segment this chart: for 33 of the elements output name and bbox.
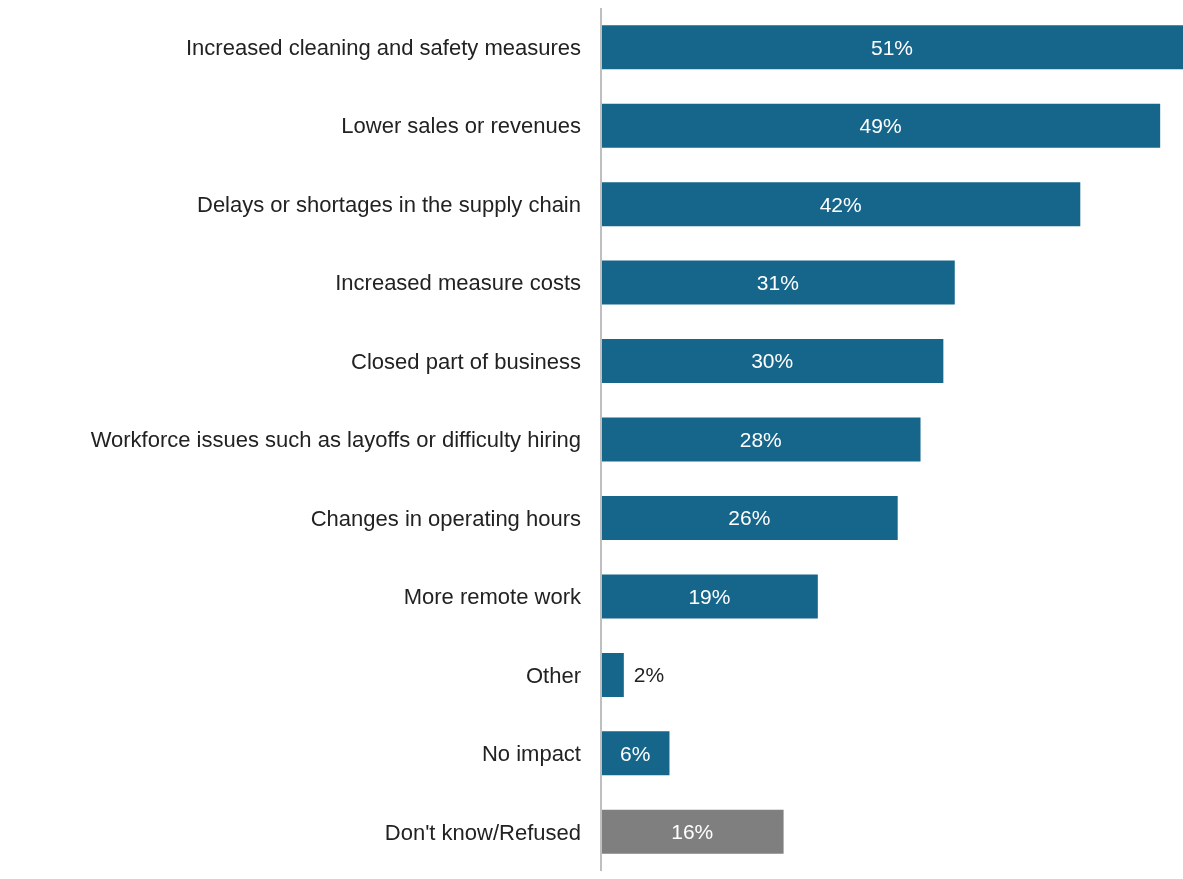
bar bbox=[601, 731, 670, 776]
bar bbox=[601, 495, 898, 540]
y-tick-label: More remote work bbox=[403, 584, 582, 610]
data-label: 2% bbox=[633, 663, 665, 687]
data-label: 26% bbox=[728, 506, 771, 530]
y-tick-label: Delays or shortages in the supply chain bbox=[197, 191, 581, 217]
data-label: 19% bbox=[688, 584, 731, 608]
data-label: 49% bbox=[859, 114, 902, 138]
y-tick-label: Other bbox=[525, 662, 581, 688]
y-tick-label: Lower sales or revenues bbox=[341, 113, 581, 139]
bar bbox=[601, 652, 624, 697]
bar bbox=[601, 339, 944, 384]
data-label: 51% bbox=[870, 35, 914, 59]
bar bbox=[601, 182, 1081, 227]
bar bbox=[601, 103, 1161, 148]
y-tick-label: Changes in operating hours bbox=[310, 505, 581, 531]
data-label: 16% bbox=[671, 820, 714, 844]
data-label: 42% bbox=[819, 192, 862, 216]
bar bbox=[601, 417, 921, 462]
data-label: 6% bbox=[620, 741, 651, 765]
y-tick-label: Closed part of business bbox=[351, 348, 581, 374]
data-label: 31% bbox=[756, 270, 799, 294]
bar bbox=[601, 260, 955, 305]
y-tick-label: Increased cleaning and safety measures bbox=[185, 35, 581, 61]
bar bbox=[601, 25, 1183, 70]
y-tick-label: Workforce issues such as layoffs or difficulty hiring bbox=[90, 427, 581, 453]
y-tick-label: Don't know/Refused bbox=[384, 819, 581, 845]
y-tick-label: Increased measure costs bbox=[335, 270, 581, 296]
data-label: 30% bbox=[751, 349, 794, 373]
bar bbox=[601, 809, 784, 854]
data-label: 28% bbox=[739, 427, 782, 451]
y-tick-label: No impact bbox=[481, 741, 581, 767]
bar bbox=[601, 574, 818, 619]
